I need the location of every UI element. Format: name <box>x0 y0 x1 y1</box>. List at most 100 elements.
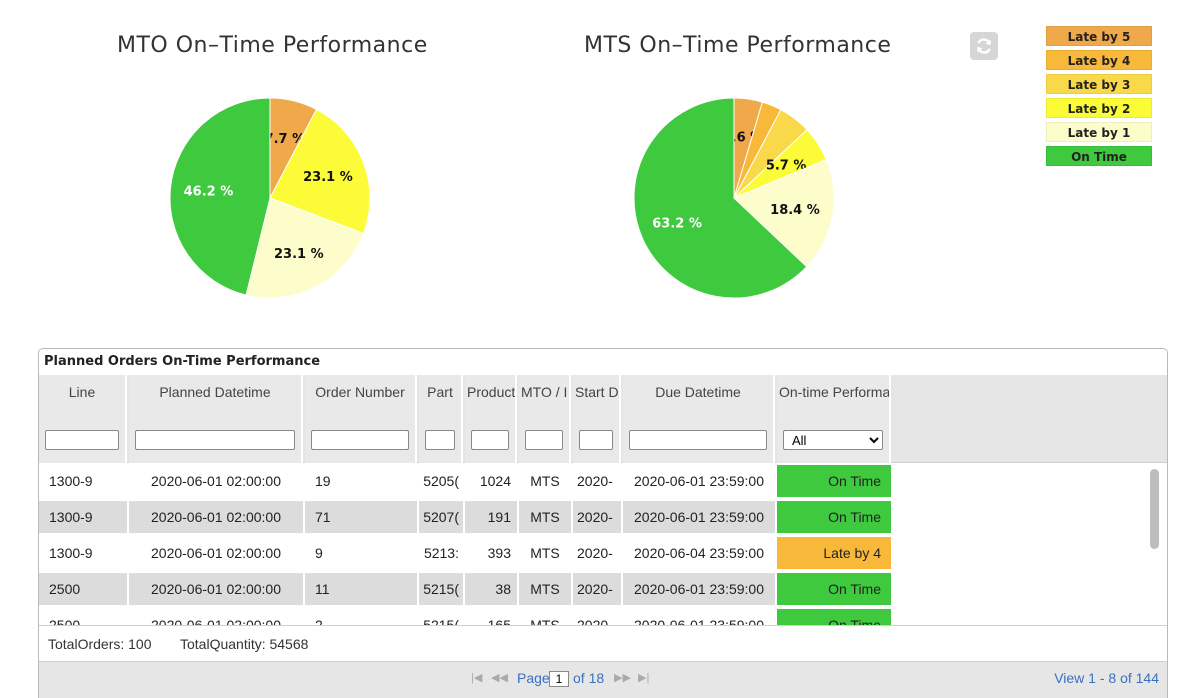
mto-slice-on-time <box>169 97 271 296</box>
table-cell: 191 <box>465 501 517 533</box>
table-cell: 9 <box>315 545 323 561</box>
column-header-2[interactable]: Order Number <box>305 375 417 463</box>
table-cell: 2020- <box>577 545 613 561</box>
total-orders: TotalOrders: 100 <box>48 636 152 652</box>
legend-item-late-by-4: Late by 4 <box>1046 50 1152 70</box>
column-header-1[interactable]: Planned Datetime <box>129 375 303 463</box>
table-cell: MTS <box>519 573 571 605</box>
mto-label-on-time: 46.2 % <box>184 185 234 200</box>
page-number-input[interactable] <box>549 671 569 688</box>
prev-page-icon[interactable]: ◀◀ <box>491 672 508 684</box>
legend-item-late-by-3: Late by 3 <box>1046 74 1152 94</box>
page-count: of 18 <box>573 670 605 686</box>
mts-chart-title: MTS On–Time Performance <box>584 33 892 58</box>
table-cell: 2 <box>315 617 323 625</box>
table-cell: MTS <box>519 501 571 533</box>
table-cell: 2020- <box>577 617 613 625</box>
table-row[interactable]: 1300-9 2020-06-01 02:00:00 71 5207(191 MTS 20… <box>39 500 1151 534</box>
performance-cell: On Time <box>777 609 891 625</box>
refresh-button[interactable] <box>970 32 998 60</box>
table-row[interactable]: 1300-9 2020-06-01 02:00:00 19 5205(1024 MTS 2… <box>39 464 1151 498</box>
performance-cell: On Time <box>777 573 891 605</box>
table-cell: 5213: <box>423 545 459 561</box>
table-cell: 2020-06-01 23:59:00 <box>623 573 775 605</box>
column-header-label: Part <box>427 384 453 400</box>
column-header-label: Due Datetime <box>655 384 741 400</box>
page-label: Page <box>517 670 550 686</box>
column-filter-input[interactable] <box>45 430 119 450</box>
mto-slice-late-by-2 <box>269 108 371 235</box>
column-header-label: Planned Datetime <box>159 384 271 400</box>
column-filter-input[interactable] <box>471 430 509 450</box>
mts-label-on-time: 63.2 % <box>652 217 702 232</box>
column-filter-input[interactable] <box>525 430 563 450</box>
grid-pager: |◀ ◀◀ Page of 18 ▶▶ ▶| View 1 - 8 of 144 <box>39 661 1167 698</box>
column-header-0[interactable]: Line <box>39 375 127 463</box>
mto-label-late-by-2: 23.1 % <box>303 170 353 185</box>
column-filter-input[interactable] <box>425 430 455 450</box>
column-header-4[interactable]: Product <box>465 375 517 463</box>
table-cell: 2020- <box>577 473 613 489</box>
table-cell: 2020-06-01 02:00:00 <box>151 545 281 561</box>
table-cell: 2500 <box>39 573 127 605</box>
mto-label-late-by-1: 23.1 % <box>274 247 324 262</box>
next-page-icon[interactable]: ▶▶ <box>614 672 631 684</box>
table-cell: MTS <box>530 617 560 625</box>
table-cell: 165 <box>487 617 511 625</box>
column-filter-input[interactable] <box>311 430 409 450</box>
column-header-6[interactable]: Start D <box>573 375 621 463</box>
performance-cell: Late by 4 <box>777 537 891 569</box>
table-cell: 5215( <box>419 573 463 605</box>
table-cell: 71 <box>305 501 417 533</box>
grid-scrollbar[interactable] <box>1150 469 1159 549</box>
column-header-7[interactable]: Due Datetime <box>623 375 775 463</box>
table-cell: 19 <box>315 473 331 489</box>
page-number-field[interactable] <box>549 668 569 688</box>
column-header-3[interactable]: Part <box>419 375 463 463</box>
column-header-label: Order Number <box>315 384 405 400</box>
table-cell: 2020-06-04 23:59:00 <box>634 545 764 561</box>
grid-caption: Planned Orders On-Time Performance <box>44 354 321 369</box>
column-filter-input[interactable] <box>579 430 613 450</box>
table-cell: MTS <box>530 545 560 561</box>
table-cell: 38 <box>465 573 517 605</box>
column-filter-input[interactable] <box>629 430 767 450</box>
table-cell: 2020-06-01 23:59:00 <box>634 473 764 489</box>
table-cell: 1300-9 <box>49 545 93 561</box>
column-filter-input[interactable] <box>135 430 295 450</box>
column-header-label: Product <box>467 384 515 400</box>
table-row[interactable]: 2500 2020-06-01 02:00:00 2 5215(165 MTS 2020-… <box>39 608 1151 625</box>
view-range: View 1 - 8 of 144 <box>1054 670 1159 686</box>
table-cell: 5215( <box>423 617 459 625</box>
column-header-5[interactable]: MTO / I <box>519 375 571 463</box>
legend-item-late-by-2: Late by 2 <box>1046 98 1152 118</box>
mts-label-late-by-2: 5.7 % <box>766 158 807 173</box>
mto-label-late-by-5: 7.7 % <box>265 132 306 147</box>
table-cell: 2500 <box>49 617 81 625</box>
grid-body: 1300-9 2020-06-01 02:00:00 19 5205(1024 MTS 2… <box>39 464 1167 625</box>
table-cell: 1024 <box>479 473 511 489</box>
last-page-icon[interactable]: ▶| <box>638 672 650 684</box>
mts-pie-chart: 4.6 %5.7 %18.4 %63.2 % <box>633 97 835 299</box>
column-header-label: MTO / I <box>521 384 568 400</box>
legend-item-late-by-1: Late by 1 <box>1046 122 1152 142</box>
performance-filter-select[interactable]: All <box>783 430 883 450</box>
performance-cell: On Time <box>777 465 891 497</box>
mts-label-late-by-1: 18.4 % <box>770 203 820 218</box>
mto-chart-title: MTO On–Time Performance <box>117 33 428 58</box>
table-cell: MTS <box>530 473 560 489</box>
table-cell: 11 <box>305 573 417 605</box>
table-cell: 2020-06-01 02:00:00 <box>129 573 303 605</box>
mts-slice-late-by-1 <box>733 158 835 268</box>
column-header-label: On-time Performa <box>779 384 889 400</box>
table-cell: 2020-06-01 23:59:00 <box>634 617 764 625</box>
table-row[interactable]: 2500 2020-06-01 02:00:00 11 5215(38 MTS 2020-… <box>39 572 1151 606</box>
first-page-icon[interactable]: |◀ <box>471 672 483 684</box>
table-cell: 5205( <box>423 473 459 489</box>
planned-orders-grid: Planned Orders On-Time Performance Line P… <box>38 348 1168 698</box>
legend-item-on-time: On Time <box>1046 146 1152 166</box>
column-header-8[interactable]: On-time Performa All <box>777 375 891 463</box>
table-cell: 2020-06-01 02:00:00 <box>151 473 281 489</box>
mts-slice-on-time <box>633 97 808 299</box>
table-row[interactable]: 1300-9 2020-06-01 02:00:00 9 5213: 393 MTS 202… <box>39 536 1151 570</box>
